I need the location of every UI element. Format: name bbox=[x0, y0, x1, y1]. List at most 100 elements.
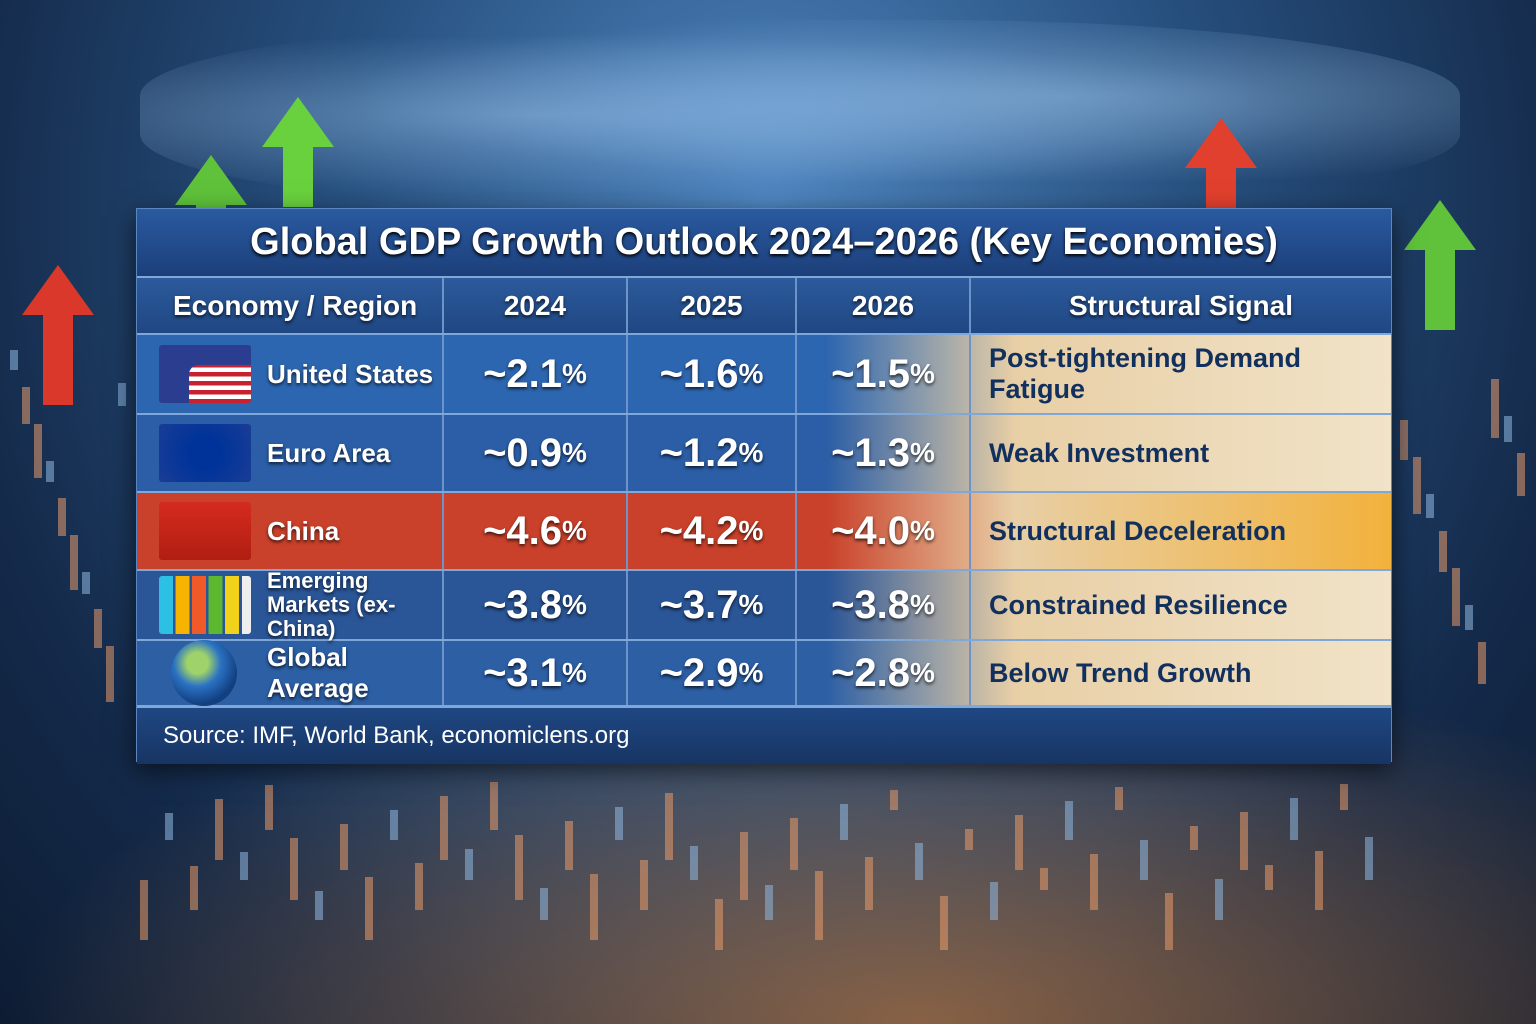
candlestick-decoration bbox=[1265, 865, 1273, 890]
candlestick-decoration bbox=[1365, 837, 1373, 880]
structural-signal: Post-tightening Demand Fatigue bbox=[989, 343, 1301, 404]
growth-value-2025: ~1.6% bbox=[628, 335, 797, 413]
up-arrow-icon bbox=[1404, 200, 1476, 330]
candlestick-decoration bbox=[865, 857, 873, 910]
up-arrow-icon bbox=[175, 155, 247, 295]
value-text: ~3.7 bbox=[659, 582, 739, 627]
candlestick-decoration bbox=[1165, 893, 1173, 950]
header-signal: Structural Signal bbox=[971, 278, 1391, 333]
unit-text: % bbox=[562, 358, 587, 389]
gdp-table-panel: Global GDP Growth Outlook 2024–2026 (Key… bbox=[136, 208, 1392, 764]
candlestick-decoration bbox=[790, 818, 798, 870]
economy-cell: China bbox=[137, 493, 444, 569]
growth-value-2026: ~1.5% bbox=[797, 335, 971, 413]
economy-name: China bbox=[267, 515, 340, 546]
up-arrow-icon bbox=[1185, 118, 1257, 228]
candlestick-decoration bbox=[1190, 826, 1198, 850]
value-text: ~2.9 bbox=[659, 650, 739, 695]
unit-text: % bbox=[738, 589, 764, 620]
table-row: Global Average ~3.1% ~2.9% ~2.8% Below Trend… bbox=[137, 639, 1391, 706]
candlestick-decoration bbox=[1439, 531, 1447, 572]
growth-value-2024: ~0.9% bbox=[444, 415, 628, 491]
candlestick-decoration bbox=[990, 882, 998, 920]
economy-name: Euro Area bbox=[267, 437, 391, 468]
candlestick-decoration bbox=[1040, 868, 1048, 890]
value-text: ~1.3 bbox=[831, 430, 911, 475]
table-row: United States ~2.1% ~1.6% ~1.5% Post-tighten… bbox=[137, 333, 1391, 413]
unit-text: % bbox=[738, 515, 764, 546]
candlestick-decoration bbox=[165, 813, 173, 840]
candlestick-decoration bbox=[1215, 879, 1223, 920]
candlestick-decoration bbox=[1015, 815, 1023, 870]
globe-icon bbox=[171, 640, 237, 706]
growth-value-2024: ~3.8% bbox=[444, 571, 628, 639]
candlestick-decoration bbox=[94, 609, 102, 648]
value-text: ~1.6 bbox=[659, 351, 739, 396]
candlestick-decoration bbox=[1115, 787, 1123, 810]
candlestick-decoration bbox=[82, 572, 90, 594]
up-arrow-icon bbox=[22, 265, 94, 405]
growth-value-2025: ~1.2% bbox=[628, 415, 797, 491]
arrow-stem bbox=[1425, 250, 1455, 330]
candlestick-decoration bbox=[1340, 784, 1348, 810]
structural-signal: Below Trend Growth bbox=[989, 657, 1252, 688]
candlestick-decoration bbox=[1315, 851, 1323, 910]
header-2026: 2026 bbox=[797, 278, 971, 333]
candlestick-decoration bbox=[118, 383, 126, 406]
candlestick-decoration bbox=[665, 793, 673, 860]
unit-text: % bbox=[910, 358, 935, 389]
header-2025: 2025 bbox=[628, 278, 797, 333]
candlestick-decoration bbox=[1413, 457, 1421, 514]
economy-cell: Global Average bbox=[137, 640, 444, 706]
candlestick-decoration bbox=[940, 896, 948, 950]
economy-cell: United States bbox=[137, 335, 444, 413]
candlestick-decoration bbox=[34, 424, 42, 478]
unit-text: % bbox=[738, 358, 764, 389]
candlestick-decoration bbox=[965, 829, 973, 850]
candlestick-decoration bbox=[640, 860, 648, 910]
candlestick-decoration bbox=[340, 824, 348, 870]
candlestick-decoration bbox=[1491, 379, 1499, 438]
unit-text: % bbox=[910, 515, 935, 546]
structural-signal: Constrained Resilience bbox=[989, 589, 1288, 620]
value-text: ~1.2 bbox=[659, 430, 739, 475]
economy-name: Emerging Markets (ex-China) bbox=[267, 567, 396, 642]
candlestick-decoration bbox=[106, 646, 114, 702]
growth-value-2026: ~3.8% bbox=[797, 571, 971, 639]
candlestick-decoration bbox=[1240, 812, 1248, 870]
unit-text: % bbox=[562, 657, 587, 688]
candlestick-decoration bbox=[58, 498, 66, 536]
candlestick-decoration bbox=[390, 810, 398, 840]
economy-name: Global Average bbox=[267, 642, 369, 703]
candlestick-decoration bbox=[315, 891, 323, 920]
candlestick-decoration bbox=[1517, 453, 1525, 496]
candlestick-decoration bbox=[1452, 568, 1460, 626]
candlestick-decoration bbox=[140, 880, 148, 940]
header-row: Economy / Region 2024 2025 2026 Structur… bbox=[137, 276, 1391, 333]
unit-text: % bbox=[562, 589, 587, 620]
candlestick-decoration bbox=[540, 888, 548, 920]
candlestick-decoration bbox=[490, 782, 498, 830]
value-text: ~2.8 bbox=[831, 650, 911, 695]
candlestick-decoration bbox=[565, 821, 573, 870]
table-row: China ~4.6% ~4.2% ~4.0% Structural Decelerat… bbox=[137, 491, 1391, 569]
growth-value-2025: ~3.7% bbox=[628, 571, 797, 639]
candlestick-decoration bbox=[815, 871, 823, 940]
candlestick-decoration bbox=[740, 832, 748, 900]
candlestick-decoration bbox=[1426, 494, 1434, 518]
candlestick-decoration bbox=[715, 899, 723, 950]
value-text: ~0.9 bbox=[483, 430, 563, 475]
growth-value-2024: ~3.1% bbox=[444, 641, 628, 705]
candlestick-decoration bbox=[415, 863, 423, 910]
unit-text: % bbox=[910, 657, 935, 688]
candlestick-decoration bbox=[1090, 854, 1098, 910]
growth-value-2024: ~4.6% bbox=[444, 493, 628, 569]
value-text: ~1.5 bbox=[831, 351, 911, 396]
value-text: ~3.1 bbox=[483, 650, 563, 695]
eu-flag-icon bbox=[159, 424, 251, 482]
table-row: Euro Area ~0.9% ~1.2% ~1.3% Weak Investment bbox=[137, 413, 1391, 491]
candlestick-decoration bbox=[1290, 798, 1298, 840]
growth-value-2025: ~4.2% bbox=[628, 493, 797, 569]
candlestick-decoration bbox=[440, 796, 448, 860]
unit-text: % bbox=[910, 589, 935, 620]
